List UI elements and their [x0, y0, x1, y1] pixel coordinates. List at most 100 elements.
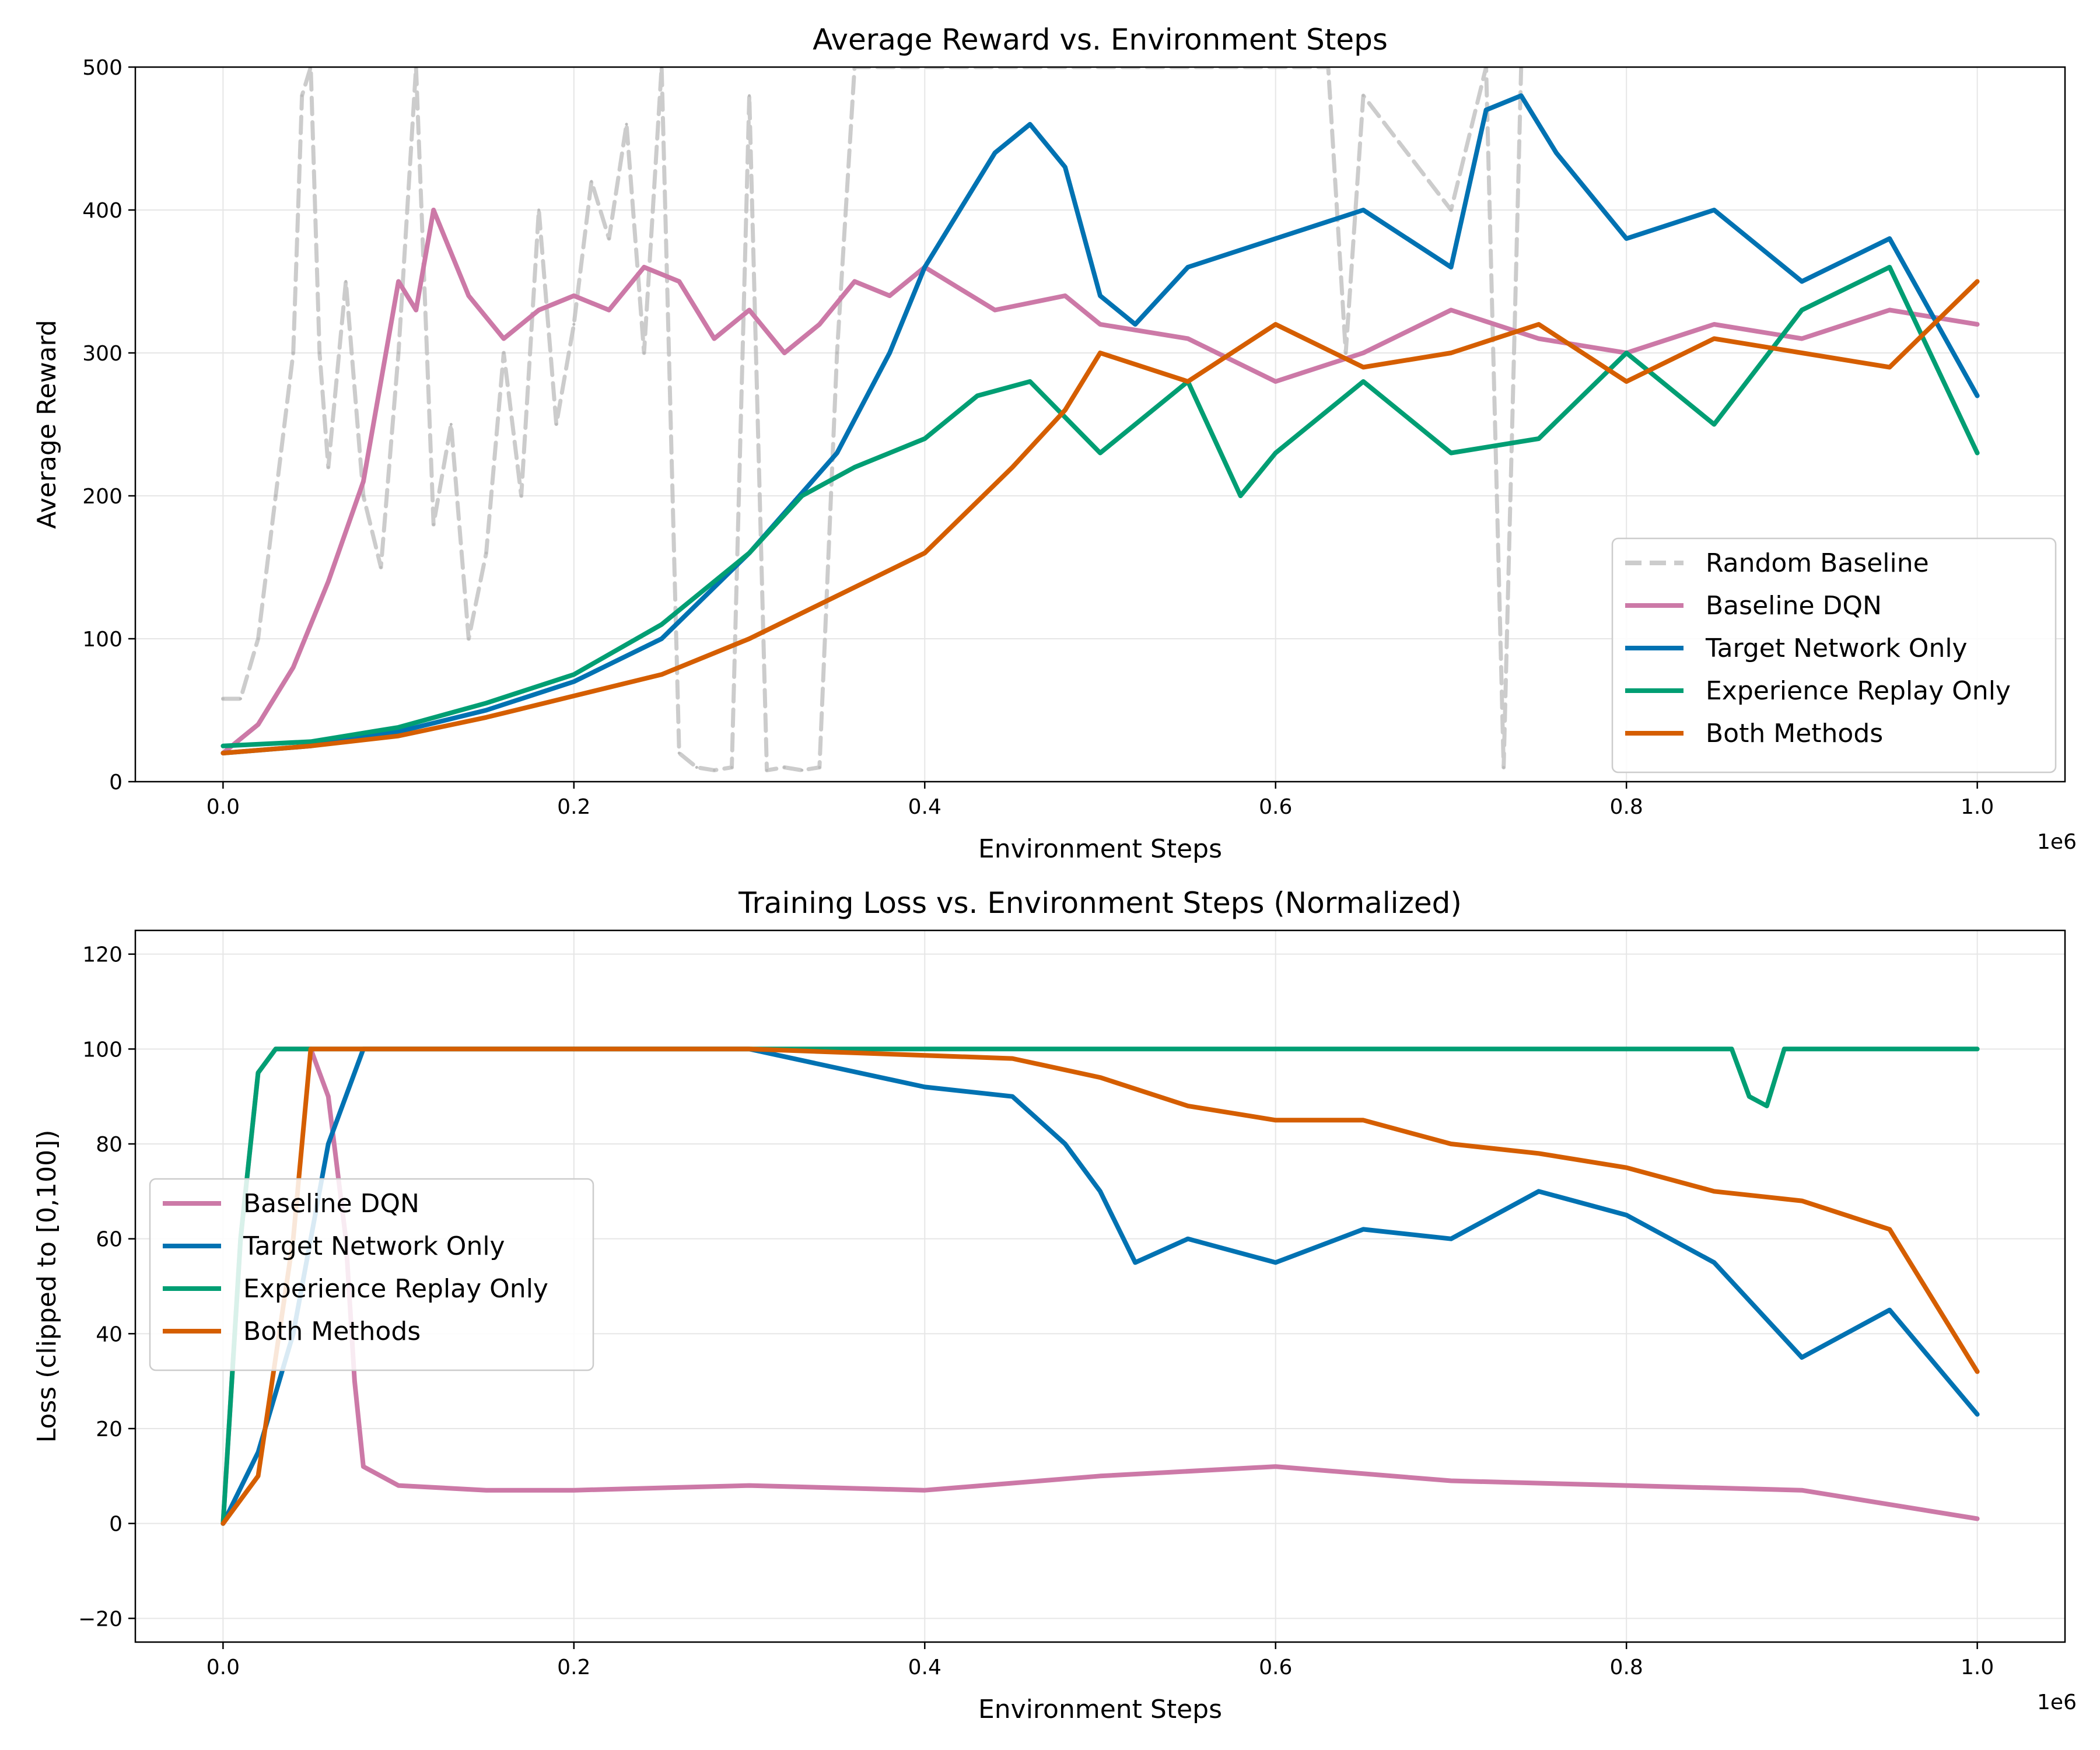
data-point — [1274, 452, 1278, 454]
data-point — [1888, 366, 1891, 369]
data-point — [520, 494, 523, 498]
data-point — [572, 673, 576, 676]
x-tick-label: 0.2 — [557, 1656, 590, 1679]
data-point — [923, 265, 926, 269]
data-point — [1888, 1227, 1891, 1231]
y-tick-label: 500 — [82, 56, 123, 80]
data-point — [484, 709, 488, 712]
data-point — [835, 594, 839, 597]
legend-entry: Baseline DQN — [1706, 591, 1882, 621]
data-point — [1239, 494, 1242, 498]
data-point — [1888, 1308, 1891, 1312]
data-point — [362, 494, 365, 498]
data-point — [748, 1047, 751, 1051]
y-tick-label: 300 — [82, 342, 123, 366]
legend-box — [1611, 537, 2057, 774]
data-point — [221, 697, 225, 701]
data-point — [379, 566, 383, 569]
data-point — [993, 309, 997, 312]
data-point — [1028, 380, 1032, 383]
data-point — [1485, 108, 1488, 111]
data-point — [1098, 351, 1102, 355]
data-point — [292, 666, 295, 669]
data-point — [1098, 452, 1102, 454]
data-point — [677, 280, 681, 283]
data-point — [1888, 265, 1891, 269]
data-point — [257, 1451, 260, 1454]
data-point — [1976, 1413, 1979, 1416]
y-axis-label: Average Reward — [32, 320, 62, 529]
data-point — [572, 1489, 576, 1492]
y-tick-label: 0 — [109, 1513, 123, 1536]
x-axis-label: Environment Steps — [978, 1695, 1222, 1724]
data-point — [300, 94, 304, 97]
y-tick-label: 100 — [82, 1038, 123, 1062]
x-tick-label: 0.8 — [1610, 795, 1643, 819]
data-point — [221, 751, 225, 755]
data-point — [397, 726, 400, 729]
data-point — [502, 351, 506, 355]
legend-box — [149, 1178, 594, 1371]
data-point — [1274, 380, 1278, 383]
data-point — [1713, 1261, 1716, 1264]
data-point — [292, 351, 295, 355]
x-tick-label: 0.4 — [908, 795, 942, 819]
data-point — [993, 151, 997, 155]
data-point — [309, 1047, 313, 1051]
data-point — [257, 1071, 260, 1074]
data-point — [309, 740, 313, 743]
data-point — [748, 94, 751, 97]
data-point — [397, 351, 400, 355]
data-point — [1800, 337, 1804, 340]
data-point — [1186, 337, 1189, 340]
chart-title: Average Reward vs. Environment Steps — [813, 23, 1388, 57]
data-point — [923, 1489, 926, 1492]
data-point — [327, 1047, 330, 1051]
data-point — [1783, 1047, 1786, 1051]
data-point — [818, 323, 821, 326]
data-point — [835, 351, 839, 355]
data-point — [1063, 294, 1067, 298]
series-line — [220, 208, 1980, 755]
legend-entry: Both Methods — [1706, 719, 1883, 748]
data-point — [853, 466, 856, 469]
data-point — [923, 1085, 926, 1088]
axes-frame — [134, 929, 2066, 1643]
data-point — [1098, 1076, 1102, 1079]
data-point — [853, 280, 856, 283]
data-point — [1274, 1261, 1278, 1264]
data-point — [221, 744, 225, 748]
data-point — [467, 294, 470, 298]
data-point — [1133, 1261, 1137, 1264]
data-point — [1011, 1095, 1014, 1098]
x-tick-label: 0.0 — [206, 1656, 240, 1679]
data-point — [783, 351, 786, 355]
data-point — [414, 309, 418, 312]
data-point — [1713, 337, 1716, 340]
data-point — [397, 1484, 400, 1488]
data-point — [835, 1066, 839, 1070]
data-point — [1186, 380, 1189, 383]
data-point — [660, 673, 663, 676]
data-point — [1713, 423, 1716, 426]
data-point — [958, 208, 961, 212]
data-point — [1537, 323, 1541, 326]
data-point — [257, 637, 260, 640]
data-point — [467, 637, 470, 640]
data-point — [1362, 366, 1365, 369]
data-point — [1800, 309, 1804, 312]
data-point — [1449, 208, 1452, 212]
data-point — [1888, 309, 1891, 312]
data-point — [221, 1522, 225, 1525]
data-point — [818, 766, 821, 769]
data-point — [1520, 94, 1523, 97]
data-point — [397, 734, 400, 738]
data-point — [572, 294, 576, 298]
data-point — [1274, 1118, 1278, 1122]
data-point — [1011, 466, 1014, 469]
data-point — [572, 680, 576, 683]
data-point — [432, 523, 435, 526]
y-axis-label: Loss (clipped to [0,100]) — [32, 1130, 62, 1443]
data-point — [1713, 1189, 1716, 1193]
series-line — [220, 1046, 1980, 1526]
